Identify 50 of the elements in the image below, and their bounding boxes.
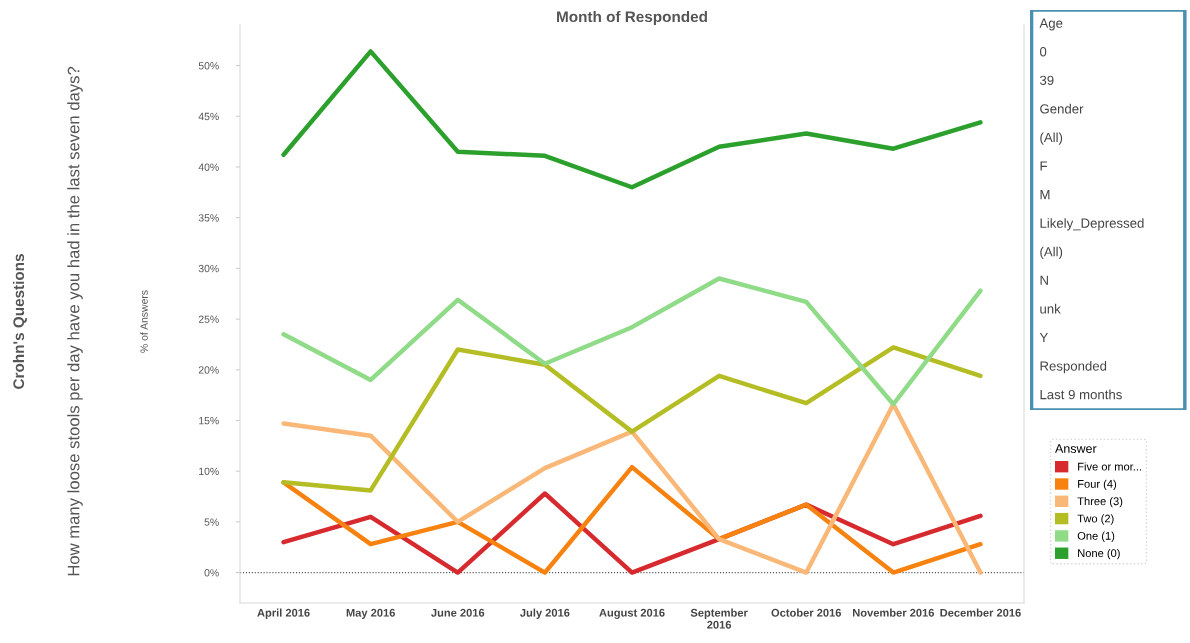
y-tick-label: 20% [198, 366, 219, 374]
x-tick-label: August 2016 [599, 608, 665, 619]
text: Age [1039, 18, 1063, 31]
x-tick-label: April 2016 [257, 608, 310, 619]
legend-title: Answer [1055, 444, 1097, 453]
x-tick-label: November 2016 [853, 608, 935, 617]
text: Y [1039, 332, 1048, 342]
text: Crohn's Questions [12, 254, 27, 389]
text: Last 9 months [1040, 389, 1122, 400]
y-tick-label: 25% [198, 315, 219, 323]
y-tick-label: 30% [198, 264, 219, 273]
text: (All) [1040, 132, 1063, 145]
legend-label: Four (4) [1078, 479, 1117, 491]
line-series [281, 345, 983, 493]
text: (All) [1040, 246, 1063, 259]
text: Gender [1040, 103, 1084, 114]
y-tick-label: 0% [204, 569, 219, 577]
text: 0 [1040, 47, 1047, 57]
line-series [281, 276, 983, 407]
legend-label: One (1) [1077, 531, 1115, 542]
y-tick-label: 40% [198, 163, 219, 171]
y-tick-label: 45% [198, 112, 219, 121]
y-tick-label: 5% [204, 518, 219, 526]
y-tick-label: 50% [198, 62, 219, 70]
text: Likely_Depressed [1040, 218, 1144, 231]
y-axis-title: % of Answers [140, 290, 148, 353]
x-tick-label: December 2016 [940, 608, 1021, 617]
y-tick-label: 35% [198, 214, 219, 222]
y-tick-label: 15% [199, 417, 219, 425]
y-tick-label: 10% [199, 467, 219, 476]
text: Responded [1040, 360, 1107, 374]
x-tick-label: September 2016 [690, 608, 748, 629]
chart-title: Month of Responded [557, 10, 707, 26]
legend-label: Five or mor... [1078, 462, 1142, 471]
line-series [281, 49, 983, 190]
text: N [1040, 275, 1048, 285]
legend-label: Three (3) [1077, 497, 1123, 508]
x-tick-label: June 2016 [431, 608, 485, 617]
legend-label: None (0) [1078, 548, 1120, 560]
x-tick-label: May 2016 [346, 608, 395, 619]
legend-label: Two (2) [1077, 514, 1114, 525]
x-tick-label: July 2016 [520, 608, 570, 619]
text: How many loose stools per day have you had in the last seven days? [67, 66, 83, 576]
line-series [281, 464, 983, 575]
line-series [281, 402, 983, 575]
x-tick-label: October 2016 [771, 608, 842, 617]
text: M [1040, 190, 1050, 200]
text: F [1040, 161, 1048, 171]
text: unk [1040, 303, 1061, 314]
text: 39 [1039, 75, 1054, 85]
